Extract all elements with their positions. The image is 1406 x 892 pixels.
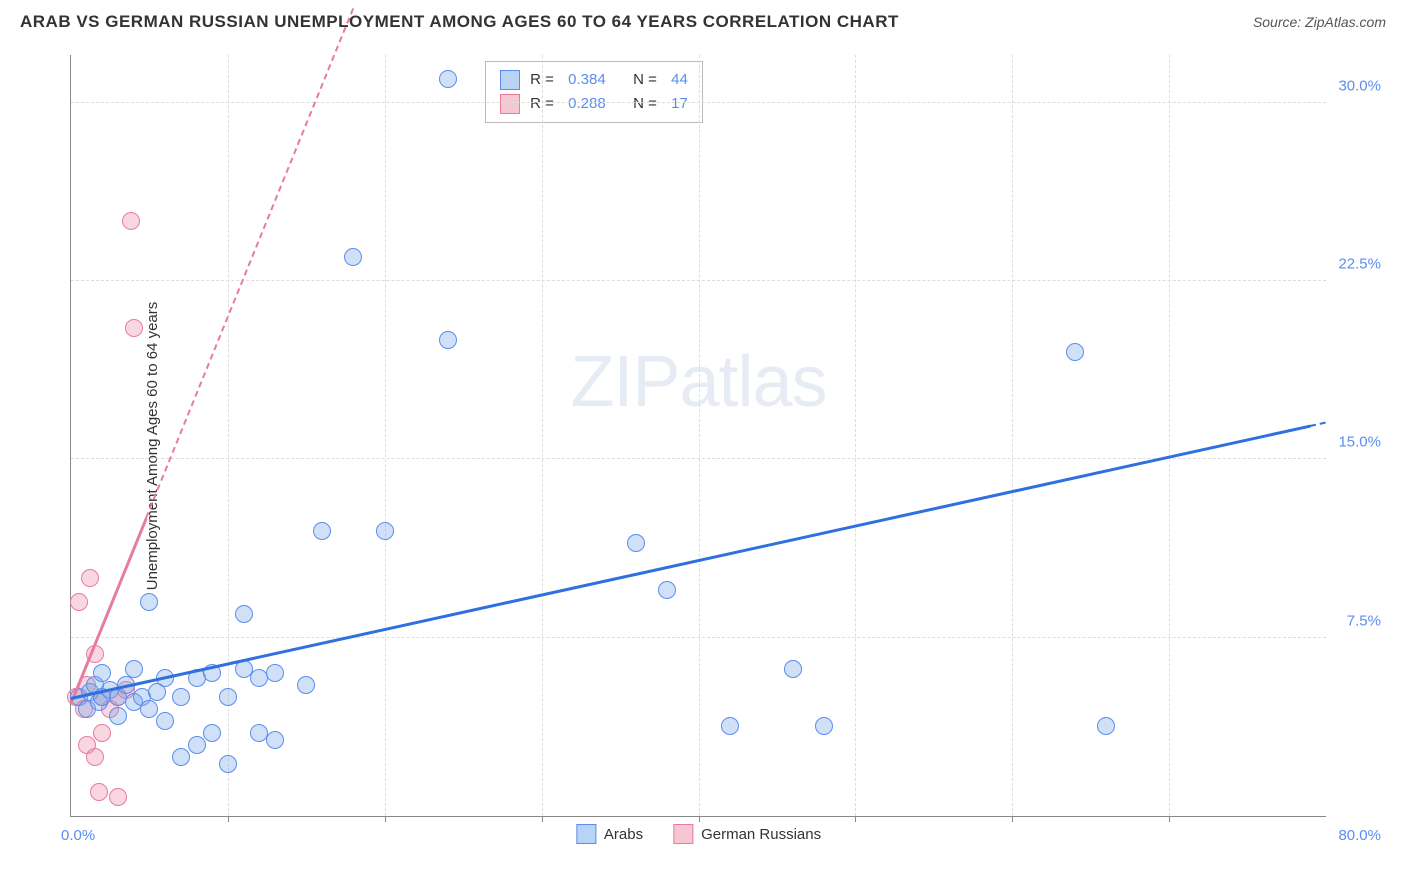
y-tick-label: 7.5% xyxy=(1347,612,1381,629)
trend-line xyxy=(71,425,1311,700)
x-tick xyxy=(385,816,386,822)
data-point-arabs xyxy=(721,717,739,735)
y-tick-label: 30.0% xyxy=(1338,77,1381,94)
plot-region: ZIPatlas R = 0.384 N = 44 R = 0.288 N = … xyxy=(70,55,1326,817)
swatch-icon xyxy=(673,824,693,844)
data-point-arabs xyxy=(376,522,394,540)
stats-legend: R = 0.384 N = 44 R = 0.288 N = 17 xyxy=(485,61,703,123)
data-point-german-russians xyxy=(86,748,104,766)
data-point-arabs xyxy=(188,736,206,754)
data-point-arabs xyxy=(93,664,111,682)
data-point-arabs xyxy=(140,593,158,611)
data-point-arabs xyxy=(1066,343,1084,361)
stats-row-german-russians: R = 0.288 N = 17 xyxy=(500,92,688,116)
data-point-arabs xyxy=(627,534,645,552)
y-tick-label: 22.5% xyxy=(1338,255,1381,272)
data-point-german-russians xyxy=(81,569,99,587)
data-point-arabs xyxy=(313,522,331,540)
gridline xyxy=(385,55,386,816)
data-point-arabs xyxy=(784,660,802,678)
data-point-arabs xyxy=(140,700,158,718)
chart-title: ARAB VS GERMAN RUSSIAN UNEMPLOYMENT AMON… xyxy=(20,12,899,32)
data-point-german-russians xyxy=(93,724,111,742)
legend-item-german-russians: German Russians xyxy=(673,824,821,844)
chart-area: ZIPatlas R = 0.384 N = 44 R = 0.288 N = … xyxy=(50,55,1386,862)
data-point-german-russians xyxy=(70,593,88,611)
gridline xyxy=(542,55,543,816)
data-point-arabs xyxy=(219,688,237,706)
x-tick xyxy=(1169,816,1170,822)
x-axis-min-label: 0.0% xyxy=(61,827,95,844)
trend-line xyxy=(145,8,354,518)
gridline xyxy=(1169,55,1170,816)
source-attribution: Source: ZipAtlas.com xyxy=(1253,14,1386,30)
gridline xyxy=(699,55,700,816)
swatch-icon xyxy=(500,70,520,90)
data-point-arabs xyxy=(235,605,253,623)
series-legend: Arabs German Russians xyxy=(576,824,821,844)
y-tick-label: 15.0% xyxy=(1338,434,1381,451)
data-point-arabs xyxy=(658,581,676,599)
x-tick xyxy=(228,816,229,822)
data-point-arabs xyxy=(297,676,315,694)
x-tick xyxy=(1012,816,1013,822)
data-point-german-russians xyxy=(122,212,140,230)
data-point-arabs xyxy=(266,664,284,682)
gridline xyxy=(1012,55,1013,816)
data-point-german-russians xyxy=(125,319,143,337)
data-point-arabs xyxy=(439,70,457,88)
data-point-arabs xyxy=(125,660,143,678)
x-tick xyxy=(699,816,700,822)
stats-row-arabs: R = 0.384 N = 44 xyxy=(500,68,688,92)
data-point-arabs xyxy=(172,748,190,766)
trend-line xyxy=(1310,421,1326,426)
data-point-arabs xyxy=(344,248,362,266)
data-point-arabs xyxy=(203,724,221,742)
data-point-arabs xyxy=(156,712,174,730)
data-point-arabs xyxy=(266,731,284,749)
x-tick xyxy=(542,816,543,822)
legend-item-arabs: Arabs xyxy=(576,824,643,844)
swatch-icon xyxy=(500,94,520,114)
x-tick xyxy=(855,816,856,822)
data-point-arabs xyxy=(109,707,127,725)
data-point-arabs xyxy=(1097,717,1115,735)
data-point-german-russians xyxy=(109,788,127,806)
data-point-german-russians xyxy=(90,783,108,801)
gridline xyxy=(855,55,856,816)
data-point-arabs xyxy=(439,331,457,349)
data-point-arabs xyxy=(815,717,833,735)
swatch-icon xyxy=(576,824,596,844)
data-point-arabs xyxy=(172,688,190,706)
x-axis-max-label: 80.0% xyxy=(1338,827,1381,844)
data-point-arabs xyxy=(219,755,237,773)
